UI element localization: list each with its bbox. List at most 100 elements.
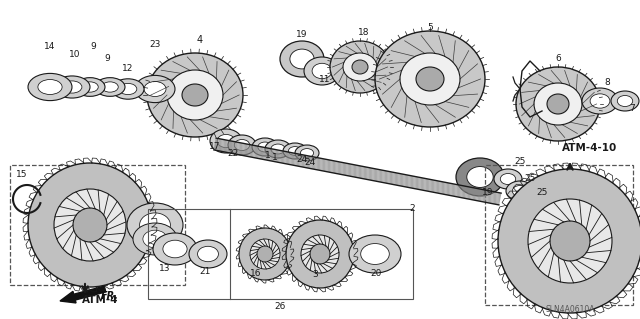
Text: 13: 13 xyxy=(159,264,171,273)
Text: 1: 1 xyxy=(272,153,278,162)
Ellipse shape xyxy=(506,181,534,201)
Ellipse shape xyxy=(330,41,390,93)
Ellipse shape xyxy=(456,158,504,196)
Ellipse shape xyxy=(198,246,218,262)
Ellipse shape xyxy=(494,169,522,189)
Ellipse shape xyxy=(611,91,639,111)
Text: ATM-4-10: ATM-4-10 xyxy=(563,143,618,153)
Ellipse shape xyxy=(524,196,540,206)
Text: 7: 7 xyxy=(629,104,635,113)
Ellipse shape xyxy=(271,144,285,154)
Ellipse shape xyxy=(119,83,137,95)
Ellipse shape xyxy=(361,243,389,264)
Text: 23: 23 xyxy=(149,40,161,49)
Ellipse shape xyxy=(54,76,90,98)
Ellipse shape xyxy=(290,49,314,69)
Text: 12: 12 xyxy=(122,64,134,73)
Text: SLN4A0610A: SLN4A0610A xyxy=(545,305,595,314)
Ellipse shape xyxy=(516,67,600,141)
Circle shape xyxy=(250,239,280,269)
Ellipse shape xyxy=(75,78,105,96)
Text: 25: 25 xyxy=(536,188,548,197)
Bar xyxy=(148,209,413,299)
Bar xyxy=(485,165,633,305)
Ellipse shape xyxy=(144,82,166,96)
Circle shape xyxy=(286,220,354,288)
Ellipse shape xyxy=(343,53,377,81)
Ellipse shape xyxy=(400,53,460,105)
Text: FR.: FR. xyxy=(101,291,119,301)
Ellipse shape xyxy=(349,235,401,273)
Ellipse shape xyxy=(590,94,610,108)
Text: 8: 8 xyxy=(604,78,610,87)
Text: 21: 21 xyxy=(199,267,211,276)
Ellipse shape xyxy=(534,83,582,125)
Ellipse shape xyxy=(234,139,250,151)
Ellipse shape xyxy=(95,78,125,96)
Circle shape xyxy=(310,244,330,264)
Circle shape xyxy=(54,189,126,261)
Ellipse shape xyxy=(228,135,256,155)
Text: 16: 16 xyxy=(250,269,262,278)
Ellipse shape xyxy=(582,88,618,114)
Text: 9: 9 xyxy=(104,54,110,63)
Text: 10: 10 xyxy=(69,50,81,59)
Ellipse shape xyxy=(304,57,340,85)
Ellipse shape xyxy=(312,63,332,79)
Text: 26: 26 xyxy=(275,302,285,311)
Text: 19: 19 xyxy=(296,30,308,39)
Ellipse shape xyxy=(102,82,118,92)
Ellipse shape xyxy=(512,186,528,197)
Text: 24: 24 xyxy=(296,155,308,164)
Ellipse shape xyxy=(258,142,272,152)
Ellipse shape xyxy=(140,213,170,237)
Ellipse shape xyxy=(265,140,291,158)
Text: 19: 19 xyxy=(483,188,493,197)
Ellipse shape xyxy=(375,31,485,127)
Ellipse shape xyxy=(300,149,314,157)
Circle shape xyxy=(257,246,273,262)
Ellipse shape xyxy=(28,73,72,100)
Ellipse shape xyxy=(62,81,82,93)
Text: 20: 20 xyxy=(371,269,381,278)
Text: 22: 22 xyxy=(227,149,239,158)
Ellipse shape xyxy=(500,174,516,184)
Text: ATM-4: ATM-4 xyxy=(82,295,118,305)
Circle shape xyxy=(550,221,590,261)
Ellipse shape xyxy=(143,230,167,248)
Ellipse shape xyxy=(280,41,324,77)
Ellipse shape xyxy=(289,147,301,155)
Text: 25: 25 xyxy=(515,157,525,166)
Text: 18: 18 xyxy=(358,28,370,37)
Text: 11: 11 xyxy=(319,75,331,84)
Circle shape xyxy=(528,199,612,283)
Ellipse shape xyxy=(38,79,62,94)
Ellipse shape xyxy=(182,84,208,106)
Text: 15: 15 xyxy=(16,170,28,179)
Circle shape xyxy=(239,228,291,280)
Ellipse shape xyxy=(252,138,278,156)
Ellipse shape xyxy=(547,94,569,114)
Text: 5: 5 xyxy=(427,23,433,32)
Ellipse shape xyxy=(82,82,99,92)
Ellipse shape xyxy=(112,79,144,99)
Ellipse shape xyxy=(133,223,177,255)
Ellipse shape xyxy=(352,60,368,74)
Ellipse shape xyxy=(210,129,242,153)
Ellipse shape xyxy=(153,233,197,265)
Ellipse shape xyxy=(135,75,175,103)
Ellipse shape xyxy=(295,145,319,161)
Ellipse shape xyxy=(518,191,546,211)
Ellipse shape xyxy=(618,95,633,107)
Ellipse shape xyxy=(147,53,243,137)
Ellipse shape xyxy=(127,203,183,247)
Text: 17: 17 xyxy=(209,142,221,151)
Ellipse shape xyxy=(217,134,235,148)
Bar xyxy=(10,165,185,285)
Circle shape xyxy=(73,208,107,242)
Text: 4: 4 xyxy=(197,35,203,45)
Text: 24: 24 xyxy=(305,158,316,167)
Ellipse shape xyxy=(467,167,493,188)
Circle shape xyxy=(28,163,152,287)
Text: 6: 6 xyxy=(555,54,561,63)
